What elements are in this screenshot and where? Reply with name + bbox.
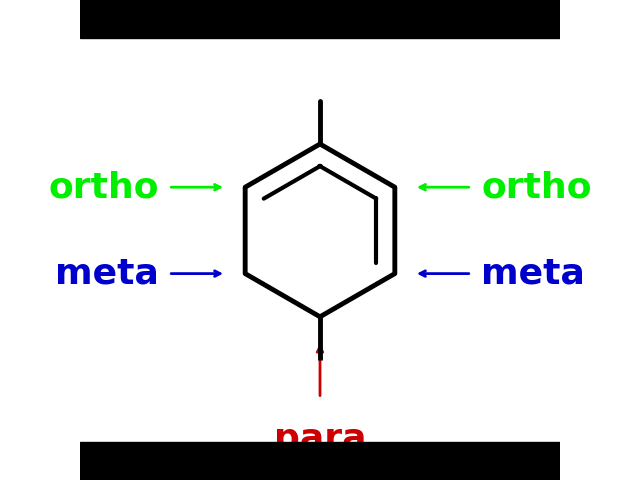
Text: ortho: ortho xyxy=(48,170,159,204)
Text: ortho: ortho xyxy=(481,170,592,204)
Bar xyxy=(80,0,560,38)
Text: para: para xyxy=(274,422,366,456)
Text: meta: meta xyxy=(481,257,585,290)
Text: meta: meta xyxy=(55,257,159,290)
Bar xyxy=(80,442,560,480)
